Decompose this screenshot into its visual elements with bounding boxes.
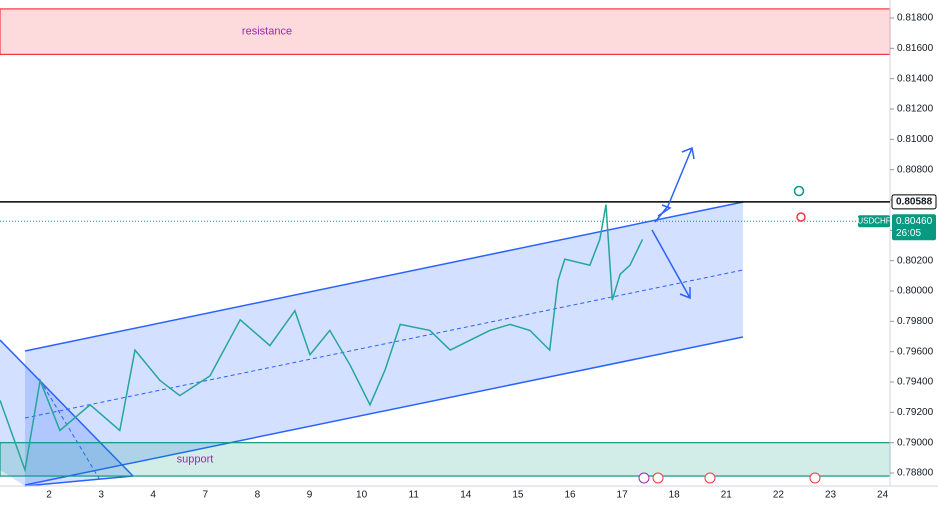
countdown: 26:05 bbox=[896, 228, 921, 239]
y-tick-label: 0.78800 bbox=[897, 468, 934, 479]
symbol-tag bbox=[858, 215, 890, 228]
arrows bbox=[651, 146, 695, 300]
y-tick-label: 0.79200 bbox=[897, 407, 934, 418]
y-tick-label: 0.79400 bbox=[897, 377, 934, 388]
event-icons bbox=[638, 472, 821, 484]
y-tick-label: 0.80200 bbox=[897, 255, 934, 266]
price-tag bbox=[892, 214, 936, 241]
x-tick-label: 10 bbox=[356, 490, 368, 501]
x-tick-label: 9 bbox=[307, 490, 313, 501]
y-tick-label: 0.79800 bbox=[897, 316, 934, 327]
y-tick-label: 0.81000 bbox=[897, 134, 934, 145]
level-tag bbox=[891, 194, 937, 210]
x-tick-label: 7 bbox=[203, 490, 209, 501]
y-tick-label: 0.79000 bbox=[897, 437, 934, 448]
y-tick-label: 0.81400 bbox=[897, 73, 934, 84]
x-tick-label: 17 bbox=[617, 490, 629, 501]
channel bbox=[0, 201, 744, 487]
symbol-label: USDCHF bbox=[857, 216, 890, 225]
x-tick-label: 24 bbox=[877, 490, 889, 501]
y-tick-label: 0.80000 bbox=[897, 286, 934, 297]
x-tick-label: 2 bbox=[46, 490, 52, 501]
y-tick-label: 0.79600 bbox=[897, 346, 934, 357]
zone bbox=[0, 8, 891, 55]
x-tick-label: 16 bbox=[564, 490, 576, 501]
x-tick-label: 14 bbox=[460, 490, 472, 501]
x-tick-label: 4 bbox=[150, 490, 156, 501]
zone-label: support bbox=[177, 453, 214, 465]
y-tick-label: 0.81200 bbox=[897, 104, 934, 115]
x-tick-label: 15 bbox=[512, 490, 524, 501]
y-tick-label: 0.80800 bbox=[897, 164, 934, 175]
x-tick-label: 22 bbox=[773, 490, 785, 501]
zone-label: resistance bbox=[242, 26, 292, 38]
x-tick-label: 11 bbox=[409, 490, 420, 501]
x-tick-label: 18 bbox=[669, 490, 681, 501]
zone bbox=[0, 442, 891, 477]
marker-down bbox=[796, 212, 806, 222]
x-tick-label: 21 bbox=[721, 490, 733, 501]
x-tick-label: 3 bbox=[98, 490, 104, 501]
price-line bbox=[0, 204, 644, 473]
price-label: 0.80460 bbox=[896, 216, 933, 227]
y-tick-label: 0.81800 bbox=[897, 13, 934, 24]
x-tick-label: 8 bbox=[255, 490, 261, 501]
marker-up bbox=[793, 185, 805, 197]
x-tick-label: 23 bbox=[825, 490, 837, 501]
level-label: 0.80588 bbox=[896, 196, 933, 207]
y-tick-label: 0.81600 bbox=[897, 43, 934, 54]
